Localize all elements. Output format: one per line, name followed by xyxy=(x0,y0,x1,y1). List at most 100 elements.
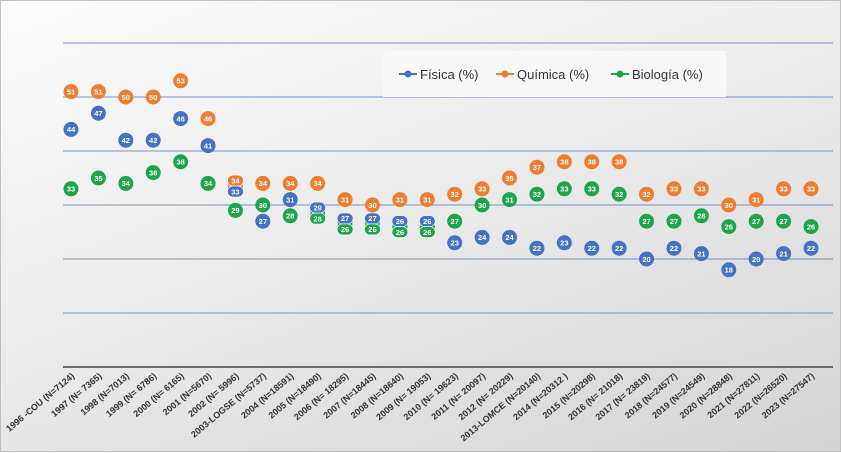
data-label: 31 xyxy=(341,195,349,204)
data-label: 21 xyxy=(779,249,787,258)
data-point xyxy=(721,197,737,213)
data-label: 47 xyxy=(94,109,102,118)
data-point xyxy=(474,181,490,197)
data-point xyxy=(529,159,545,175)
data-label-badge xyxy=(227,185,244,198)
data-point xyxy=(803,219,819,235)
data-point xyxy=(803,181,819,197)
data-label: 22 xyxy=(615,244,623,253)
data-point xyxy=(90,105,106,121)
data-point xyxy=(173,111,189,127)
data-label: 28 xyxy=(286,212,294,221)
data-label-badge xyxy=(418,226,436,238)
data-point xyxy=(145,132,161,148)
data-label-badge xyxy=(391,226,409,238)
data-point xyxy=(282,208,298,224)
data-label: 30 xyxy=(368,201,376,210)
data-point xyxy=(145,89,161,105)
data-point xyxy=(392,192,408,208)
data-label: 37 xyxy=(533,163,541,172)
data-label: 38 xyxy=(588,158,596,167)
data-label: 34 xyxy=(259,179,268,188)
data-label: 32 xyxy=(642,190,650,199)
data-point xyxy=(282,175,298,191)
data-label-badge xyxy=(336,223,354,236)
data-label: 31 xyxy=(396,195,404,204)
data-point xyxy=(447,213,463,229)
data-label: 50 xyxy=(149,93,157,102)
data-point xyxy=(693,246,709,262)
data-point xyxy=(364,197,380,213)
data-label: 22 xyxy=(588,244,596,253)
legend-item: Química (%) xyxy=(496,67,589,82)
data-point xyxy=(447,235,463,251)
data-label: 35 xyxy=(505,174,513,183)
legend-marker xyxy=(616,70,624,78)
data-label: 30 xyxy=(478,201,486,210)
data-point xyxy=(255,213,271,229)
data-point xyxy=(173,73,189,89)
data-labels: 51 44 33 51 47 35 50 42 34 50 42 36 53 46 38 46 41 34 34 33… xyxy=(67,77,815,275)
data-label: 38 xyxy=(560,158,568,167)
data-label: 26 xyxy=(423,228,431,237)
data-label: 51 xyxy=(67,87,75,96)
data-point xyxy=(118,89,134,105)
data-point xyxy=(63,181,79,197)
data-label: 29 xyxy=(231,206,239,215)
data-label: 26 xyxy=(396,217,404,226)
data-point xyxy=(721,262,737,278)
data-point xyxy=(584,240,600,256)
data-label: 24 xyxy=(505,233,514,242)
data-label: 22 xyxy=(807,244,815,253)
data-label: 31 xyxy=(505,195,513,204)
data-label: 33 xyxy=(697,185,705,194)
data-label: 38 xyxy=(176,158,184,167)
data-label: 27 xyxy=(451,217,459,226)
data-label: 18 xyxy=(725,266,733,275)
legend-marker xyxy=(501,70,509,78)
data-point xyxy=(776,213,792,229)
data-label: 26 xyxy=(725,222,733,231)
data-point xyxy=(666,213,682,229)
data-label: 29 xyxy=(313,203,321,212)
data-label: 51 xyxy=(94,87,102,96)
data-label: 26 xyxy=(423,217,431,226)
data-point xyxy=(693,181,709,197)
legend-item: Biología (%) xyxy=(611,67,703,82)
data-point xyxy=(282,192,298,208)
data-point xyxy=(145,165,161,181)
data-label: 27 xyxy=(642,217,650,226)
data-point xyxy=(474,197,490,213)
data-point xyxy=(255,197,271,213)
data-point xyxy=(118,175,134,191)
series-0 xyxy=(63,105,819,278)
data-label: 32 xyxy=(533,190,541,199)
data-point xyxy=(721,219,737,235)
data-point xyxy=(693,208,709,224)
legend-item: Física (%) xyxy=(399,67,479,82)
data-label: 23 xyxy=(560,239,568,248)
data-point xyxy=(776,246,792,262)
data-label: 26 xyxy=(396,228,404,237)
data-label: 53 xyxy=(176,77,184,86)
data-point xyxy=(255,175,271,191)
data-point xyxy=(173,154,189,170)
data-point xyxy=(502,170,518,186)
data-label: 32 xyxy=(615,190,623,199)
data-label: 27 xyxy=(752,217,760,226)
data-label-badge xyxy=(364,223,381,236)
data-label: 33 xyxy=(588,185,596,194)
data-label: 34 xyxy=(122,179,131,188)
data-label: 31 xyxy=(752,195,760,204)
legend: Física (%) Química (%) Biología (%) xyxy=(383,51,726,97)
data-point xyxy=(666,181,682,197)
data-label: 28 xyxy=(313,214,321,223)
data-point xyxy=(748,192,764,208)
data-label: 44 xyxy=(67,125,76,134)
legend-label: Biología (%) xyxy=(632,67,703,82)
data-point xyxy=(803,240,819,256)
legend-label: Química (%) xyxy=(517,67,589,82)
data-label: 34 xyxy=(204,179,213,188)
data-point xyxy=(227,202,243,218)
data-label: 34 xyxy=(286,179,295,188)
